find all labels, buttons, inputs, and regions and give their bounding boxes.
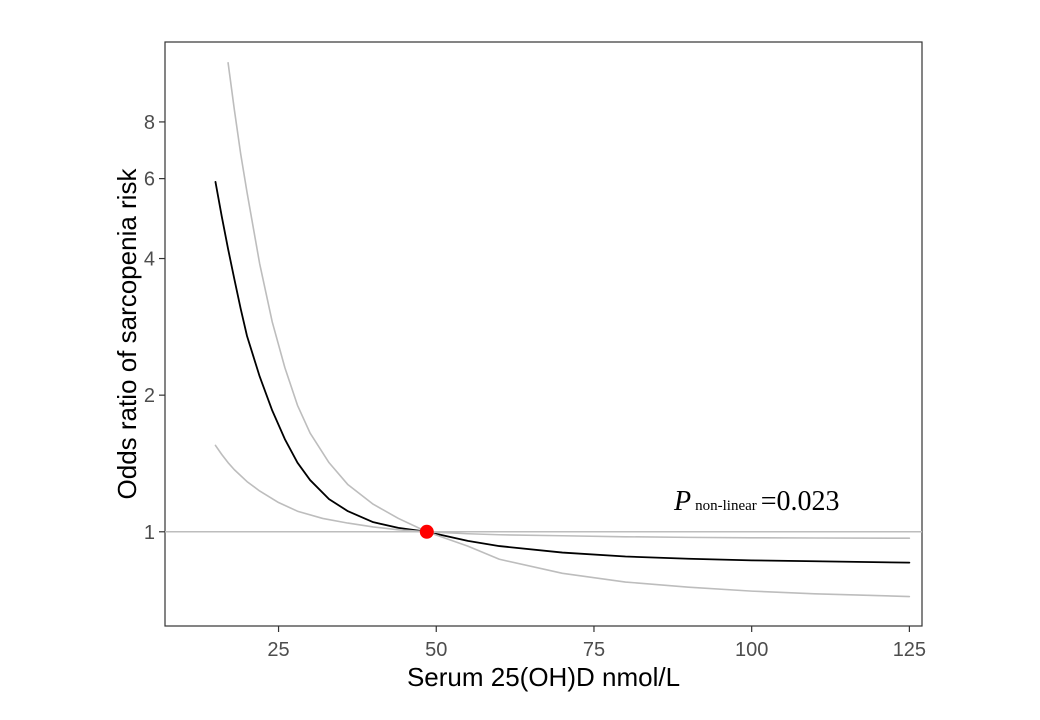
plot-panel-border xyxy=(164,41,923,627)
x-tick-label: 100 xyxy=(735,639,768,661)
x-tick-label: 125 xyxy=(893,639,926,661)
x-tick-label: 50 xyxy=(425,639,447,661)
x-tick-label: 75 xyxy=(583,639,605,661)
p-symbol: P xyxy=(673,486,691,517)
y-tick-label: 4 xyxy=(144,249,155,271)
y-axis-ticks: 1 2 4 6 8 xyxy=(144,112,165,544)
x-tick-label: 25 xyxy=(267,639,289,661)
x-axis-title: Serum 25(OH)D nmol/L xyxy=(407,662,680,692)
reference-point-layer xyxy=(419,524,434,539)
reference-point xyxy=(419,524,434,539)
p-subscript: non-linear xyxy=(695,498,757,514)
p-value-annotation: P non-linear =0.023 xyxy=(673,486,840,517)
y-tick-label: 8 xyxy=(144,112,155,134)
x-axis-ticks: 25 50 75 100 125 xyxy=(267,626,926,661)
series-layer xyxy=(214,61,911,598)
p-value: =0.023 xyxy=(761,486,840,517)
upper-ci-curve xyxy=(227,61,911,539)
estimate-curve xyxy=(214,181,911,564)
y-tick-label: 1 xyxy=(144,522,155,544)
y-tick-label: 2 xyxy=(144,385,155,407)
y-tick-label: 6 xyxy=(144,169,155,191)
lower-ci-curve xyxy=(214,444,911,598)
y-axis-title: Odds ratio of sarcopenia risk xyxy=(112,168,142,500)
